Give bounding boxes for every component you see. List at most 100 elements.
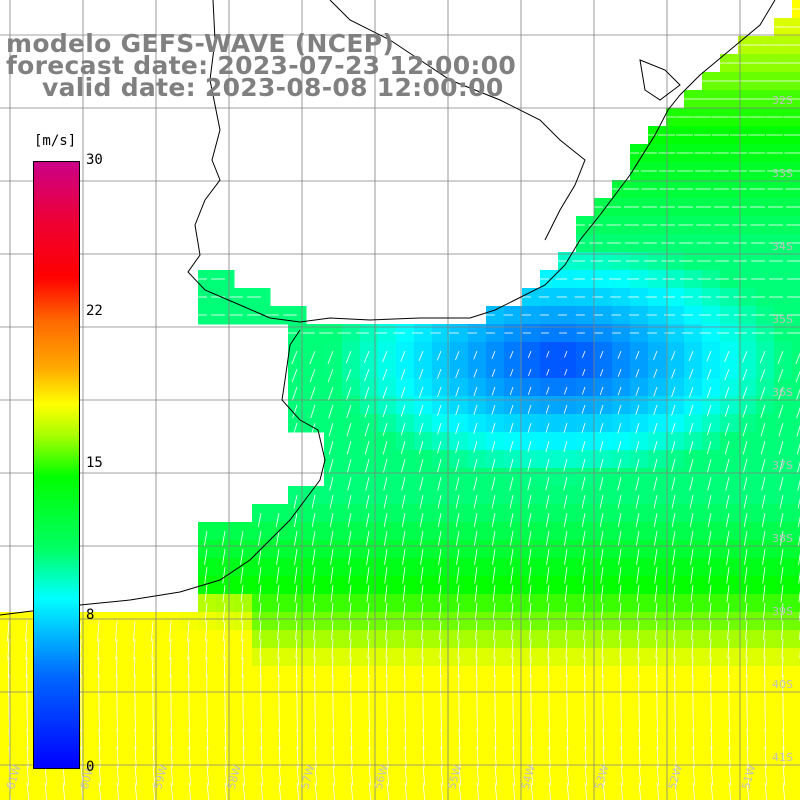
wind-arrow [777, 368, 784, 382]
wind-cell [648, 252, 667, 271]
wind-cell [774, 108, 793, 127]
wind-cell [648, 792, 667, 800]
wind-cell [630, 270, 649, 289]
wind-arrow [796, 443, 800, 455]
wind-arrow [689, 386, 694, 398]
wind-arrow [492, 566, 496, 584]
wind-arrow [473, 494, 478, 509]
wind-arrow [491, 368, 496, 378]
wind-arrow [276, 548, 280, 565]
wind-arrow [617, 422, 622, 434]
wind-arrow [512, 764, 516, 786]
wind-arrow [420, 548, 424, 565]
wind-cell [702, 270, 721, 289]
wind-arrow [363, 350, 370, 363]
wind-arrow [761, 512, 766, 528]
wind-cell [774, 324, 793, 343]
wind-cell [594, 324, 613, 343]
wind-cell [702, 324, 721, 343]
latitude-label: 34S [772, 240, 793, 253]
wind-arrow [509, 368, 514, 377]
wind-arrow [25, 638, 28, 660]
wind-arrow [242, 728, 245, 750]
wind-arrow [583, 638, 586, 659]
wind-arrow [510, 548, 514, 565]
wind-arrow [726, 584, 730, 603]
wind-arrow [332, 746, 335, 768]
wind-cell [162, 792, 181, 800]
wind-cell [594, 288, 613, 307]
wind-cell [774, 234, 793, 253]
wind-arrow [689, 404, 694, 417]
wind-arrow [617, 476, 622, 491]
wind-arrow [295, 620, 298, 640]
wind-arrow [689, 422, 694, 435]
wind-cell [216, 270, 235, 289]
wind-cell [702, 252, 721, 271]
wind-arrow [133, 620, 136, 642]
wind-arrow [329, 494, 334, 509]
wind-arrow [365, 494, 370, 509]
wind-arrow [328, 386, 334, 401]
wind-arrow [421, 656, 424, 678]
wind-arrow [710, 746, 713, 768]
wind-arrow [386, 764, 390, 786]
wind-cell [774, 252, 793, 271]
wind-arrow [673, 638, 676, 659]
wind-arrow [511, 656, 514, 678]
wind-arrow [744, 584, 748, 603]
wind-arrow [330, 566, 334, 584]
wind-arrow [581, 530, 586, 546]
wind-arrow [529, 620, 532, 640]
wind-arrow [348, 584, 352, 603]
wind-arrow [527, 458, 532, 472]
wind-arrow [564, 368, 568, 376]
wind-arrow [673, 656, 676, 678]
wind-arrow [617, 350, 622, 359]
wind-arrow [400, 386, 406, 399]
wind-cell [540, 306, 559, 325]
wind-arrow [635, 530, 640, 546]
wind-arrow [364, 440, 370, 455]
wind-cell [792, 504, 800, 523]
wind-arrow [509, 350, 514, 359]
wind-arrow [293, 530, 298, 546]
wind-arrow [545, 422, 550, 433]
wind-arrow [656, 764, 660, 786]
wind-arrow [655, 638, 658, 659]
wind-arrow [727, 638, 730, 659]
wind-cell [774, 792, 793, 800]
wind-arrow [350, 728, 353, 750]
wind-arrow [600, 602, 604, 621]
wind-cell [414, 324, 433, 343]
wind-arrow [327, 368, 334, 383]
wind-arrow [581, 404, 586, 414]
wind-arrow [382, 422, 388, 436]
wind-cell [702, 180, 721, 199]
wind-arrow [206, 746, 209, 768]
wind-arrow [422, 746, 425, 768]
wind-arrow [599, 350, 604, 359]
wind-arrow [368, 746, 371, 768]
wind-arrow [242, 746, 245, 768]
wind-arrow [710, 764, 714, 786]
wind-arrow [563, 530, 568, 546]
wind-arrow [26, 764, 30, 786]
wind-arrow [367, 620, 370, 640]
wind-arrow [276, 602, 280, 621]
wind-arrow [796, 406, 800, 419]
wind-arrow [564, 566, 568, 584]
wind-arrow [563, 440, 568, 453]
wind-cell [648, 234, 667, 253]
wind-arrow [80, 764, 84, 786]
wind-arrow [617, 404, 622, 415]
wind-arrow [348, 548, 352, 565]
wind-arrow [782, 764, 786, 786]
wind-arrow [742, 404, 748, 418]
wind-arrow [671, 368, 676, 379]
wind-cell [666, 252, 685, 271]
longitude-label: 59W [151, 763, 170, 791]
colorbar [33, 161, 80, 769]
wind-arrow [187, 638, 190, 660]
wind-cell [756, 198, 775, 217]
